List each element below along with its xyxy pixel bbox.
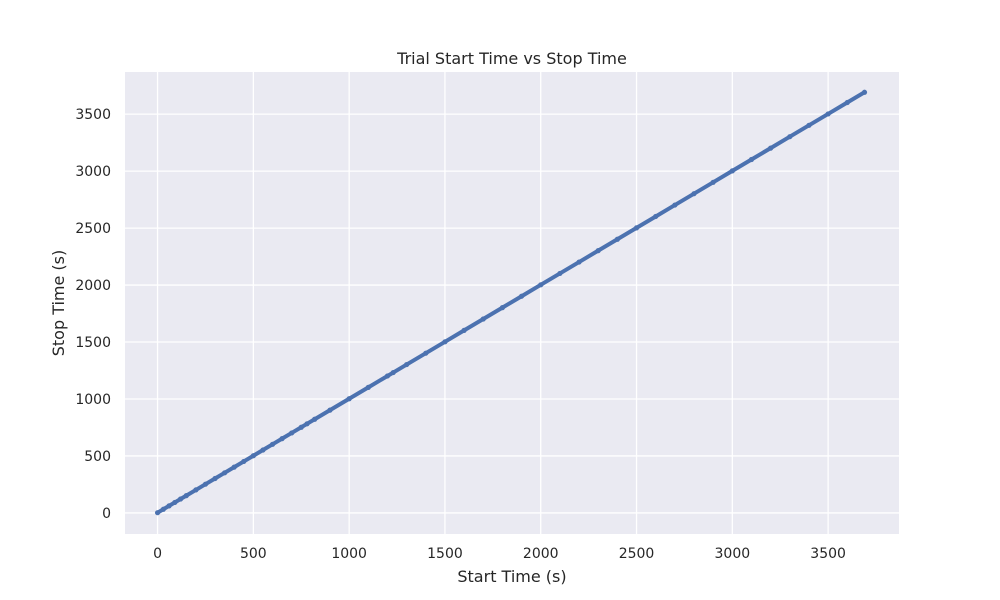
data-point [748,156,755,163]
data-point [250,453,256,459]
data-point [404,361,410,368]
data-point [365,384,371,390]
data-point [691,191,697,197]
y-tick-label: 0 [102,506,111,522]
data-point [222,470,228,476]
x-tick-label: 2500 [619,546,655,562]
data-point [557,270,563,277]
data-point [499,305,506,311]
y-tick-label: 2500 [75,221,111,237]
data-point [844,99,850,106]
x-tick-label: 1500 [427,546,463,562]
data-point [729,168,735,174]
data-point [312,416,318,422]
data-point [390,369,396,376]
data-point [423,350,429,356]
data-point [806,122,812,128]
y-tick-label: 3500 [75,107,111,123]
data-point [298,424,304,430]
x-axis-label: Start Time (s) [457,567,566,586]
data-point [710,179,716,185]
x-tick-label: 3500 [810,546,846,562]
x-tick-label: 3000 [715,546,751,562]
y-axis-label: Stop Time (s) [49,250,68,357]
y-tick-label: 3000 [75,164,111,180]
data-point [480,316,486,322]
data-point [202,481,209,487]
grid-lines [125,72,899,534]
y-tick-label: 1000 [75,392,111,408]
data-point [442,339,448,345]
data-point [166,503,172,509]
y-axis-ticks: 0 500 1000 1500 2000 2500 3000 3500 [75,107,111,522]
y-tick-label: 500 [84,449,111,465]
data-point [672,202,678,208]
data-point [346,396,352,402]
chart-title: Trial Start Time vs Stop Time [396,49,627,68]
data-point [160,506,166,512]
data-point [595,248,601,254]
y-tick-label: 2000 [75,278,111,294]
x-tick-label: 2000 [523,546,559,562]
x-axis-ticks: 0 500 1000 1500 2000 2500 3000 3500 [153,546,846,562]
data-point [269,441,276,447]
data-point [183,493,189,499]
data-point [384,373,391,379]
data-point [193,487,199,493]
data-point [241,458,247,465]
data-point [154,510,161,516]
data-point [172,499,178,506]
data-point [212,475,218,482]
x-tick-label: 1000 [331,546,367,562]
data-point [231,464,237,470]
data-point [633,225,640,231]
data-point [768,145,774,151]
x-tick-label: 500 [240,546,267,562]
data-point [653,213,659,220]
data-point [461,327,467,333]
data-point [279,436,285,442]
data-point [304,421,310,427]
data-point [576,259,582,265]
data-point [538,282,544,288]
data-point [825,111,831,117]
y-tick-label: 1500 [75,335,111,351]
data-point [289,430,295,436]
x-tick-label: 0 [153,546,162,562]
data-point [260,447,266,453]
data-point [518,293,525,299]
data-point [861,89,868,95]
data-point [327,407,333,413]
data-point [177,496,184,502]
series-layer [154,89,868,516]
data-point [614,236,620,242]
data-point [787,134,793,140]
